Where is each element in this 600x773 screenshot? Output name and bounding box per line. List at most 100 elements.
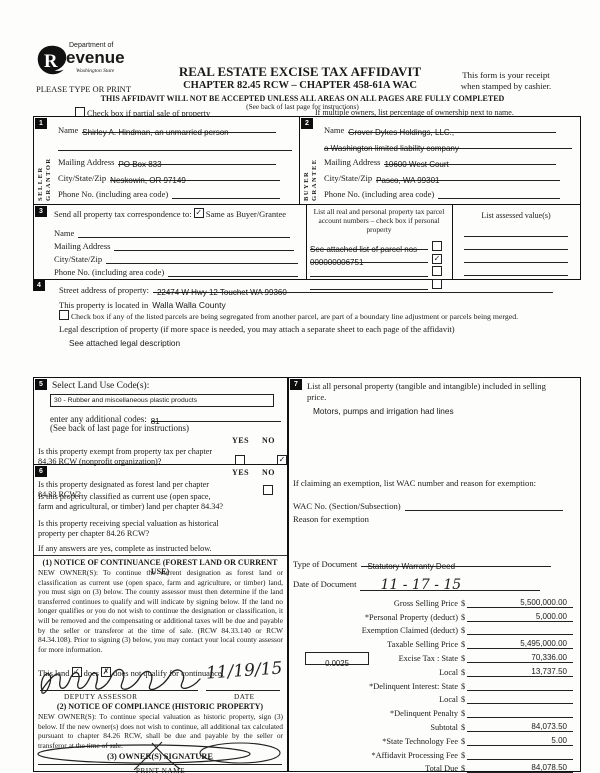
correspondence-fields: Send all property tax correspondence to:… — [54, 208, 302, 277]
parcel-personal-checkbox[interactable] — [432, 266, 442, 276]
buyer-side-label: BUYER — [303, 170, 310, 201]
parcel-personal-checkbox[interactable]: ✓ — [432, 253, 442, 264]
state-technology-fee-field[interactable]: 5.00 — [467, 736, 573, 746]
exempt-question: Is this property exempt from property ta… — [38, 447, 213, 466]
buyer-name2-field[interactable]: a Washington limited liability company — [324, 138, 572, 153]
logo-revenue-text: evenue — [66, 48, 125, 67]
exemption-claimed-field[interactable] — [467, 625, 573, 636]
local-rate-box[interactable]: 0.0025 — [305, 652, 369, 668]
delinquent-interest-local-field[interactable] — [467, 694, 573, 705]
logo-state-text: Washington State — [76, 68, 115, 74]
personal-property-deduct-field[interactable]: 5,000.00 — [467, 612, 573, 622]
amount-row: Local $ — [293, 691, 573, 705]
dor-logo: R Department of evenue Washington State — [36, 42, 186, 86]
multiple-owners-note: If multiple owners, list percentage of o… — [315, 108, 514, 117]
correspondence-citystatezip-field[interactable] — [106, 253, 299, 264]
divider — [452, 205, 453, 279]
segregated-checkbox[interactable] — [59, 310, 69, 320]
document-type-field[interactable]: Statutory Warranty Deed — [361, 556, 552, 571]
assessed-value-field[interactable] — [464, 226, 568, 237]
print-name-label: PRINT NAME — [135, 766, 186, 773]
question-historic: Is this property receiving special valua… — [38, 519, 219, 538]
warning-line: THIS AFFIDAVIT WILL NOT BE ACCEPTED UNLE… — [100, 94, 505, 103]
correspondence-phone-field[interactable] — [168, 266, 299, 277]
street-address-field[interactable]: 22474 W Hwy 12 Touchet WA 99360 — [152, 282, 553, 297]
subtotal-field[interactable]: 84,073.50 — [467, 722, 573, 732]
delinquent-penalty-field[interactable] — [467, 708, 573, 719]
parcel-row-field[interactable]: 000000006751 — [310, 252, 428, 267]
correspondence-name-field[interactable] — [78, 227, 291, 238]
reason-for-exemption-label: Reason for exemption — [293, 514, 369, 524]
buyer-name-field[interactable]: Grover Dykes Holdings, LLC., — [348, 122, 557, 137]
seller-name2-field[interactable] — [58, 140, 292, 151]
deputy-assessor-label: DEPUTY ASSESSOR — [64, 692, 138, 701]
delinquent-interest-state-field[interactable] — [467, 681, 573, 691]
seller-phone-field[interactable] — [172, 188, 281, 199]
owners-signature-heading: (3) OWNER(S) SIGNATURE — [107, 752, 213, 761]
forest-yes-checkbox[interactable] — [263, 485, 273, 495]
seller-mailing-field[interactable]: PO Box 833 — [118, 154, 277, 169]
excise-tax-state-field[interactable]: 70,336.00 — [467, 653, 573, 663]
additional-codes-field[interactable]: 81 — [150, 411, 281, 426]
left-column-box: 5 Select Land Use Code(s): 30 - Rubber a… — [33, 377, 371, 773]
amount-row: Local $13,737.50 — [293, 663, 573, 677]
section-4-number: 4 — [33, 280, 45, 291]
affidavit-processing-fee-field[interactable] — [467, 750, 573, 760]
grantee-side-label: GRANTEE — [311, 158, 318, 201]
gross-selling-price-field[interactable]: 5,500,000.00 — [467, 598, 573, 608]
parcel-row-field[interactable] — [310, 266, 428, 277]
section-7-number: 7 — [290, 379, 302, 390]
date-line[interactable] — [206, 690, 280, 691]
personal-property-value[interactable]: Motors, pumps and irrigation had lines — [313, 406, 454, 416]
revenue-logo-icon: R — [36, 44, 68, 76]
same-as-buyer-checkbox[interactable]: ✓ — [193, 208, 204, 218]
amount-row: *Delinquent Penalty $ — [293, 704, 573, 719]
notice-compliance-body: NEW OWNER(S): To continue special valuat… — [38, 712, 283, 750]
amount-row: Gross Selling Price $5,500,000.00 — [293, 594, 573, 608]
parcel-row-field[interactable] — [310, 279, 428, 290]
assessed-value-field[interactable] — [464, 265, 568, 276]
land-use-code-select[interactable]: 30 - Rubber and miscellaneous plastic pr… — [50, 394, 274, 407]
parcel-row-field[interactable]: See attached list of parcel nos — [310, 239, 428, 254]
seller-name-field[interactable]: Shirley A. Hindman, an unmarried person — [82, 122, 277, 137]
section-5-number: 5 — [35, 379, 47, 390]
section-6-number: 6 — [35, 466, 47, 477]
buyer-mailing-field[interactable]: 10600 West Court — [384, 154, 557, 169]
divider — [34, 464, 287, 465]
logo-dept-text: Department of — [69, 42, 114, 49]
right-column-box: 7 List all personal property (tangible a… — [288, 377, 581, 773]
excise-tax-local-field[interactable]: 13,737.50 — [467, 667, 573, 677]
parcel-personal-checkbox[interactable] — [432, 278, 442, 289]
divider — [299, 117, 300, 205]
buyer-phone-field[interactable] — [438, 188, 561, 199]
svg-text:R: R — [44, 51, 58, 72]
buyer-citystatezip-field[interactable]: Pasco, WA 99301 — [376, 170, 561, 185]
wac-number-field[interactable] — [404, 500, 563, 511]
amount-row: Excise Tax : State $70,336.00 — [293, 649, 573, 663]
owner-signature-scribble — [34, 740, 287, 770]
taxable-selling-price-field[interactable]: 5,495,000.00 — [467, 639, 573, 650]
legal-description-value[interactable]: See attached legal description — [69, 338, 181, 348]
parcel-numbers-column: List all real and personal property tax … — [310, 207, 448, 290]
owner-signature-line[interactable] — [38, 764, 282, 765]
partial-sale-label: Check box if partial sale of property — [87, 108, 211, 118]
tax-correspondence-box: 3 Send all property tax correspondence t… — [33, 204, 581, 290]
deputy-date-handwritten: 11/19/15 — [205, 658, 283, 684]
see-back-instructions: (See back of last page for instructions) — [246, 102, 359, 111]
parcel-personal-checkbox[interactable] — [432, 241, 442, 251]
total-due-field[interactable]: 84,078.50 — [467, 763, 573, 773]
deputy-assessor-signature — [36, 661, 206, 697]
assessed-value-field[interactable] — [464, 252, 568, 263]
please-type-or-print: PLEASE TYPE OR PRINT — [36, 84, 132, 94]
amount-row: Exemption Claimed (deduct) $ — [293, 622, 573, 636]
document-date-field[interactable]: 11 - 17 - 15 — [360, 576, 541, 593]
correspondence-mailing-field[interactable] — [114, 240, 295, 251]
does-not-qualify-checkbox[interactable]: ✗ — [101, 667, 112, 677]
deputy-signature-line[interactable] — [40, 690, 198, 691]
parcel-header: List all real and personal property tax … — [313, 207, 445, 234]
section-3-number: 3 — [35, 206, 47, 217]
seller-citystatezip-field[interactable]: Neskowin, OR 97149 — [110, 170, 281, 185]
land-use-title: Select Land Use Code(s): — [52, 381, 150, 391]
assessed-value-field[interactable] — [464, 239, 568, 250]
amount-row: Subtotal $84,073.50 — [293, 718, 573, 732]
